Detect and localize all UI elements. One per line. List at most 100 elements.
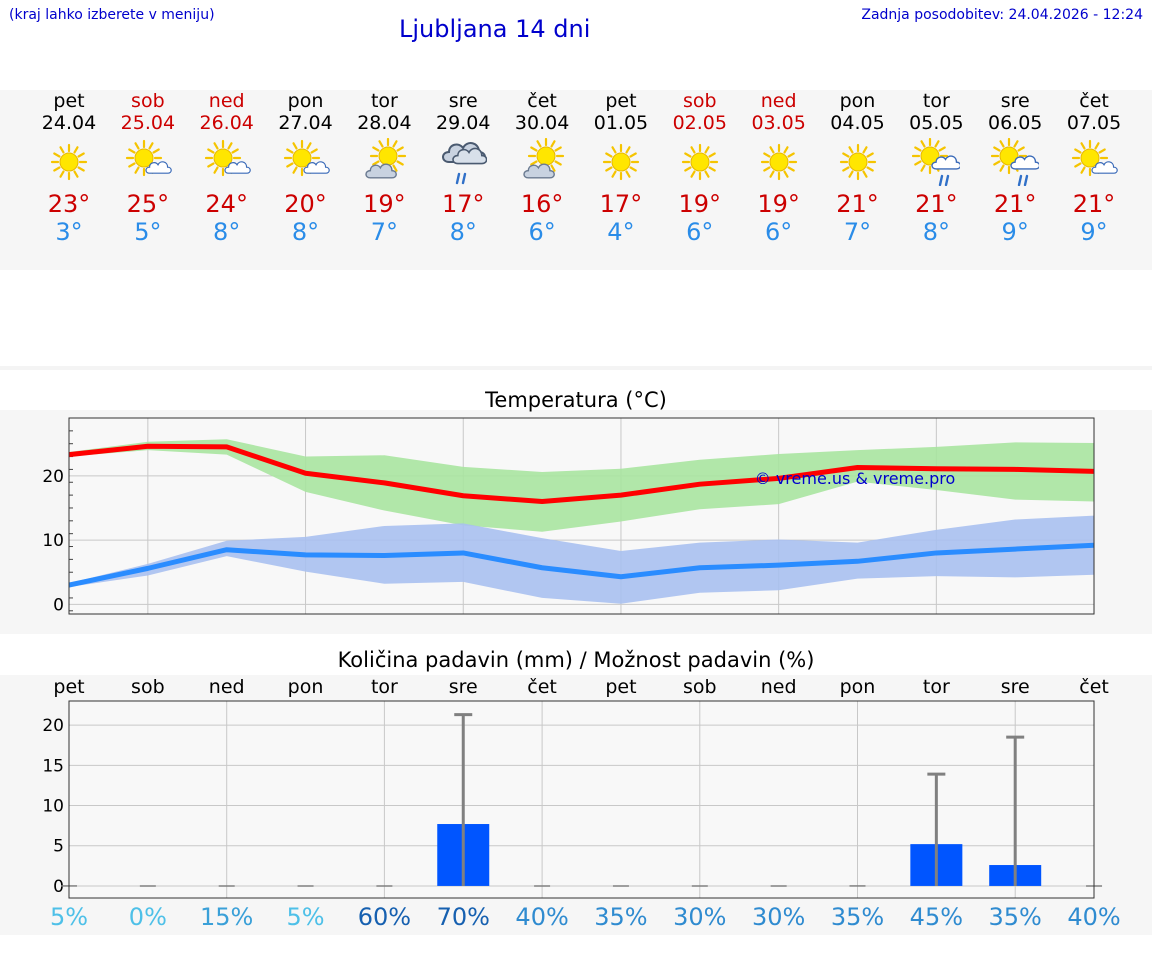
day-date: 02.05 bbox=[672, 112, 727, 134]
max-temperature: 25° bbox=[126, 190, 170, 218]
min-temperature: 4° bbox=[607, 218, 635, 246]
day-column: pet 01.05 17° 4° bbox=[581, 90, 661, 246]
max-temperature: 21° bbox=[993, 190, 1037, 218]
cloud-sun-icon bbox=[523, 138, 565, 179]
min-range-band bbox=[69, 515, 1095, 604]
x-category-label: ned bbox=[760, 676, 797, 698]
precip-probability: 0% bbox=[128, 903, 167, 931]
rain-drops bbox=[456, 172, 467, 185]
precipitation-chart-title: Količina padavin (mm) / Možnost padavin … bbox=[337, 648, 815, 672]
cloud-shape bbox=[224, 161, 251, 174]
x-category-label: ned bbox=[208, 676, 245, 698]
sun-icon bbox=[602, 143, 640, 181]
day-column: tor 28.04 19° 7° bbox=[344, 90, 424, 246]
cloud-shape bbox=[365, 163, 398, 179]
day-name: sob bbox=[683, 90, 717, 112]
max-temperature-line bbox=[68, 443, 1095, 505]
x-category-label: tor bbox=[370, 676, 398, 698]
x-category-label: sob bbox=[683, 676, 717, 698]
x-category-label: pon bbox=[839, 676, 876, 698]
day-date: 05.05 bbox=[909, 112, 964, 134]
day-column: pon 04.05 21° 7° bbox=[818, 90, 898, 246]
precip-probability: 35% bbox=[988, 903, 1042, 931]
sun-cloud-icon bbox=[125, 139, 172, 177]
min-temperature: 9° bbox=[1001, 218, 1029, 246]
precip-probability: 60% bbox=[357, 903, 412, 931]
max-temperature: 21° bbox=[915, 190, 958, 218]
max-range-band bbox=[69, 439, 1095, 532]
last-updated: Zadnja posodobitev: 24.04.2026 - 12:24 bbox=[861, 7, 1143, 23]
cloud-shape bbox=[452, 147, 488, 165]
sun-shape bbox=[50, 143, 88, 181]
y-tick-label: 0 bbox=[53, 595, 64, 615]
day-name: pon bbox=[839, 90, 876, 112]
day-column: čet 30.04 16° 6° bbox=[502, 90, 582, 246]
day-name: pet bbox=[53, 90, 85, 112]
watermark: © vreme.us & vreme.pro bbox=[755, 469, 956, 488]
x-category-label: pet bbox=[53, 676, 85, 698]
precip-probability: 5% bbox=[286, 903, 325, 931]
y-tick-label: 15 bbox=[42, 756, 64, 776]
min-temperature: 3° bbox=[55, 218, 83, 246]
day-column: čet 07.05 21° 9° bbox=[1054, 90, 1134, 246]
y-tick-label: 20 bbox=[42, 716, 64, 736]
day-column: tor 05.05 21° 8° bbox=[896, 90, 976, 246]
max-temperature: 16° bbox=[520, 190, 564, 218]
section-divider bbox=[0, 366, 1152, 370]
precip-probability: 40% bbox=[1067, 903, 1121, 931]
precip-probability: 5% bbox=[49, 903, 89, 931]
day-column: ned 26.04 24° 8° bbox=[187, 90, 267, 246]
day-column: pet 24.04 23° 3° bbox=[29, 90, 109, 246]
max-temperature: 17° bbox=[599, 190, 643, 218]
temperature-chart-title: Temperatura (°C) bbox=[485, 388, 667, 412]
precipitation-chart: 0 5 10 15 20 bbox=[42, 700, 1103, 899]
day-date: 03.05 bbox=[751, 112, 806, 134]
max-temperature: 19° bbox=[678, 190, 722, 218]
max-temperature: 21° bbox=[836, 190, 879, 218]
max-temperature: 20° bbox=[284, 190, 327, 218]
sun-icon bbox=[681, 143, 718, 181]
x-category-label: sre bbox=[448, 676, 478, 698]
day-date: 01.05 bbox=[593, 112, 649, 134]
sun-rain-icon bbox=[991, 138, 1040, 186]
day-date: 28.04 bbox=[357, 112, 412, 134]
max-temperature: 19° bbox=[363, 190, 406, 218]
plot-frame bbox=[68, 700, 1095, 899]
precip-probability: 30% bbox=[751, 903, 806, 931]
x-category-label: čet bbox=[1079, 676, 1109, 698]
day-column: sre 06.05 21° 9° bbox=[975, 90, 1055, 246]
location-menu-hint: (kraj lahko izberete v meniju) bbox=[9, 7, 215, 23]
day-column: pon 27.04 20° 8° bbox=[266, 90, 346, 246]
cloud-shape bbox=[302, 161, 330, 174]
x-category-label: sob bbox=[131, 676, 165, 698]
max-temperature: 23° bbox=[47, 190, 91, 218]
rain-drops bbox=[939, 174, 950, 186]
sun-cloud-icon bbox=[283, 139, 330, 177]
precip-probability: 45% bbox=[909, 903, 964, 931]
y-tick-label: 10 bbox=[42, 797, 64, 817]
max-temperature: 17° bbox=[441, 190, 485, 218]
cloud-shape bbox=[523, 163, 556, 179]
min-temperature: 6° bbox=[765, 218, 793, 246]
sun-shape bbox=[760, 143, 797, 181]
min-temperature: 8° bbox=[291, 218, 320, 246]
day-column: ned 03.05 19° 6° bbox=[739, 90, 819, 246]
rain-drops bbox=[1017, 174, 1029, 186]
day-date: 07.05 bbox=[1066, 112, 1122, 134]
x-category-label: pon bbox=[287, 676, 324, 698]
x-category-label: sre bbox=[1000, 676, 1030, 698]
day-name: ned bbox=[760, 90, 797, 112]
min-temperature: 8° bbox=[922, 218, 950, 246]
sun-icon bbox=[50, 143, 88, 181]
day-name: pet bbox=[605, 90, 637, 112]
day-name: sre bbox=[1000, 90, 1030, 112]
min-temperature-line bbox=[68, 542, 1095, 588]
sun-cloud-icon bbox=[204, 139, 251, 177]
min-temperature: 7° bbox=[370, 218, 399, 246]
cloud-shape bbox=[1010, 155, 1040, 170]
day-date: 04.05 bbox=[830, 112, 885, 134]
day-date: 24.04 bbox=[41, 112, 97, 134]
precip-probability: 15% bbox=[200, 903, 254, 931]
temperature-chart: 0 10 20 © vreme.us & vreme.pro bbox=[42, 417, 1095, 615]
min-temperature: 5° bbox=[134, 218, 162, 246]
